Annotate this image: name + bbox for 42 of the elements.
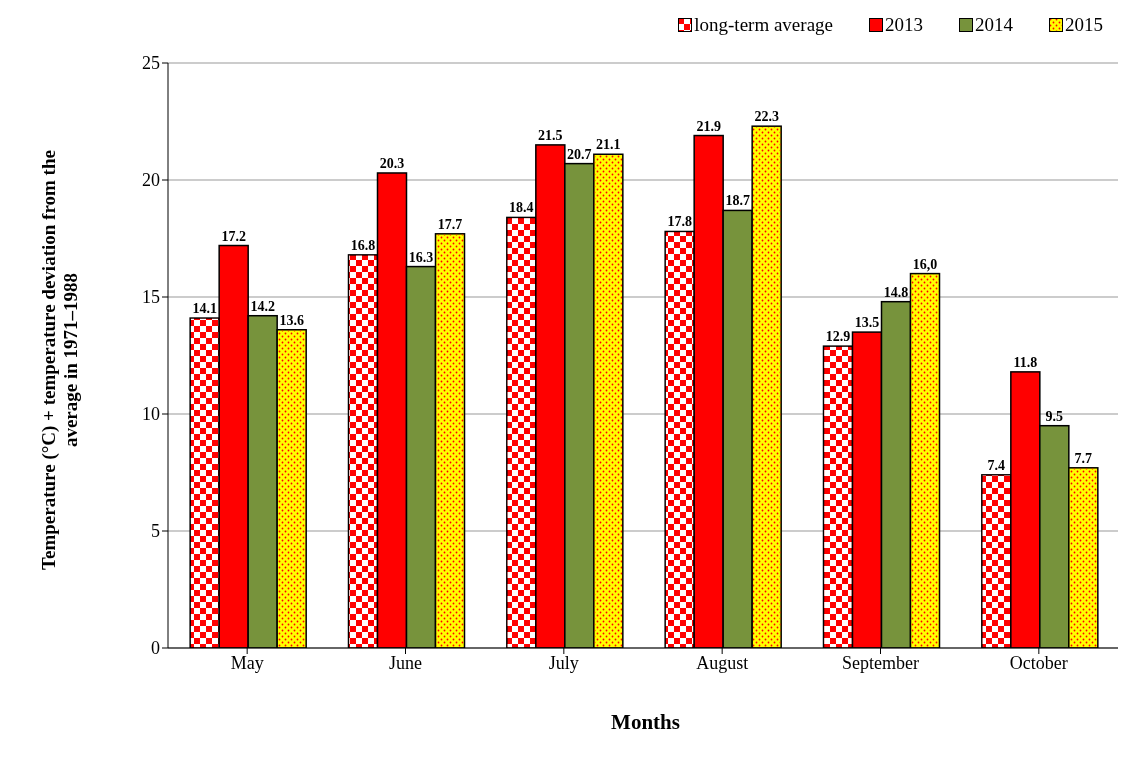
x-tick-label: August <box>696 652 749 673</box>
x-axis-title: Months <box>610 710 681 735</box>
data-label: 17.8 <box>667 214 692 230</box>
data-label: 14.2 <box>250 298 275 314</box>
data-label: 21.1 <box>596 137 621 153</box>
data-label: 16,0 <box>912 256 938 272</box>
data-label: 13.6 <box>279 312 304 328</box>
y-tick-label: 5 <box>151 521 160 542</box>
data-label: 20.3 <box>379 155 405 171</box>
data-label: 21.9 <box>696 118 721 134</box>
y-axis-title: Temperature (°C) + temperature deviation from the average in 1971–1988 <box>38 149 82 572</box>
legend-label: 2013 <box>885 14 923 36</box>
data-label: 21.5 <box>538 127 563 143</box>
data-label: 20.7 <box>567 146 592 162</box>
data-label: 17.2 <box>221 228 246 244</box>
y-tick-label: 15 <box>142 287 160 308</box>
data-label: 7.4 <box>987 457 1006 473</box>
data-label: 14.1 <box>192 301 217 317</box>
y-tick-label: 10 <box>142 404 160 425</box>
data-label: 16.8 <box>350 237 376 253</box>
data-label: 11.8 <box>1013 354 1038 370</box>
legend-label: 2015 <box>1065 14 1103 36</box>
data-label: 17.7 <box>437 216 463 232</box>
x-tick-label: July <box>548 652 579 673</box>
x-tick-label: September <box>842 652 919 673</box>
y-tick-label: 20 <box>142 170 160 191</box>
data-label: 7.7 <box>1074 450 1093 466</box>
data-label: 22.3 <box>754 109 779 125</box>
data-label: 13.5 <box>854 315 880 331</box>
data-label: 16.3 <box>408 249 434 265</box>
legend-label: long-term average <box>694 14 833 36</box>
x-tick-label: May <box>230 652 264 673</box>
data-label: 9.5 <box>1045 408 1064 424</box>
y-tick-label: 25 <box>142 53 160 74</box>
data-label: 18.4 <box>509 200 534 216</box>
data-label: 18.7 <box>725 193 750 209</box>
x-tick-label: June <box>389 652 422 673</box>
legend-label: 2014 <box>975 14 1013 36</box>
data-label: 14.8 <box>883 284 909 300</box>
data-label: 12.9 <box>825 329 851 345</box>
x-tick-label: October <box>1009 652 1068 673</box>
y-tick-label: 0 <box>151 638 160 659</box>
